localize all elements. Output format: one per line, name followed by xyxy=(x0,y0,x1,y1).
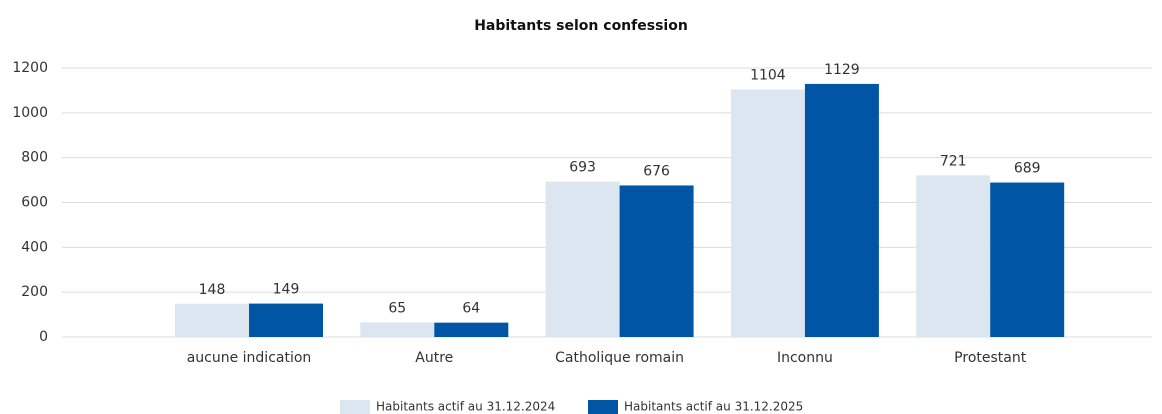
bar xyxy=(990,182,1065,337)
y-tick-label: 400 xyxy=(21,239,48,255)
value-label: 689 xyxy=(1014,161,1041,177)
legend-swatch xyxy=(340,400,370,414)
value-label: 676 xyxy=(643,163,670,179)
bar xyxy=(730,89,805,338)
bar xyxy=(249,303,323,337)
x-tick-label: aucune indication xyxy=(187,350,312,366)
x-tick-label: Protestant xyxy=(954,350,1027,366)
legend-swatch xyxy=(588,400,618,414)
value-label: 1104 xyxy=(750,68,786,84)
bar xyxy=(916,175,991,337)
bar xyxy=(545,181,620,337)
legend-label: Habitants actif au 31.12.2025 xyxy=(624,400,803,414)
chart-title: Habitants selon confession xyxy=(474,18,688,34)
value-label: 721 xyxy=(940,153,967,169)
value-label: 1129 xyxy=(824,62,860,78)
bar xyxy=(619,185,694,337)
bar xyxy=(434,322,509,337)
y-tick-label: 1200 xyxy=(12,60,48,76)
bar xyxy=(175,303,249,337)
value-label: 148 xyxy=(199,282,226,298)
y-tick-label: 200 xyxy=(21,284,48,300)
y-tick-label: 800 xyxy=(21,150,48,166)
bar xyxy=(360,322,435,337)
y-tick-label: 1000 xyxy=(12,105,48,121)
x-tick-label: Catholique romain xyxy=(555,350,684,366)
bar xyxy=(804,83,879,337)
y-tick-label: 600 xyxy=(21,195,48,211)
legend-label: Habitants actif au 31.12.2024 xyxy=(376,400,555,414)
x-tick-label: Inconnu xyxy=(777,350,833,366)
x-tick-label: Autre xyxy=(415,350,453,366)
y-tick-label: 0 xyxy=(39,329,48,345)
value-label: 65 xyxy=(388,300,406,316)
value-label: 64 xyxy=(462,301,480,317)
value-label: 149 xyxy=(273,282,300,298)
value-label: 693 xyxy=(569,160,596,176)
